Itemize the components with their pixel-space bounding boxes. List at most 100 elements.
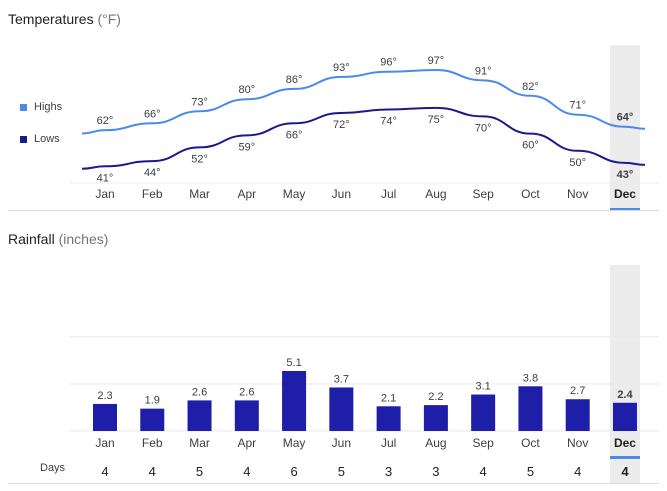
rainfall-data-label: 1.9 bbox=[145, 395, 160, 407]
rainfall-month-label: Jul bbox=[381, 436, 396, 450]
rainfall-title: Rainfall (inches) bbox=[8, 231, 108, 247]
rainfall-data-label: 3.7 bbox=[334, 373, 349, 385]
temperature-month-label: Mar bbox=[189, 187, 210, 201]
rainfall-month-label: Sep bbox=[472, 436, 494, 450]
rainfall-data-label: 2.3 bbox=[97, 390, 112, 402]
rainfall-data-label: 2.2 bbox=[428, 391, 443, 403]
rainfall-month-label: Oct bbox=[521, 436, 540, 450]
temperature-month-label: Jul bbox=[381, 187, 396, 201]
highs-data-label: 71° bbox=[569, 100, 586, 112]
lows-swatch-icon bbox=[20, 135, 27, 143]
rainfall-bar bbox=[612, 402, 637, 431]
highs-data-label: 97° bbox=[428, 55, 445, 67]
rain-days-value: 6 bbox=[290, 464, 297, 479]
section-divider bbox=[8, 210, 659, 211]
lows-data-label: 44° bbox=[144, 167, 161, 179]
rainfall-month-label: Feb bbox=[142, 436, 163, 450]
lows-data-label: 70° bbox=[475, 122, 492, 134]
rainfall-unit: (inches) bbox=[58, 231, 109, 247]
temperature-month-label: Nov bbox=[567, 187, 588, 201]
rainfall-data-label: 2.6 bbox=[192, 386, 207, 398]
rainfall-month-label: Mar bbox=[189, 436, 210, 450]
rain-days-value: 5 bbox=[196, 464, 203, 479]
highs-data-label: 91° bbox=[475, 65, 492, 77]
rainfall-data-label: 2.6 bbox=[239, 386, 254, 398]
lows-data-label: 60° bbox=[522, 140, 539, 152]
rainfall-bar bbox=[329, 387, 354, 431]
rainfall-bar bbox=[423, 405, 448, 431]
selected-month-underline bbox=[609, 208, 640, 211]
legend-highs-label: Highs bbox=[34, 101, 63, 113]
bottom-divider bbox=[8, 483, 659, 484]
temperature-month-label: Dec bbox=[614, 187, 636, 201]
rainfall-data-label: 2.1 bbox=[381, 392, 396, 404]
rainfall-month-label: Apr bbox=[237, 436, 256, 450]
temperatures-unit: (°F) bbox=[97, 11, 121, 27]
rainfall-month-label: Aug bbox=[425, 436, 446, 450]
temperature-chart: 62° 66° 73° 80° 86° 93° 96° 97° 91° 82° 71° 64° 41° 4… bbox=[70, 45, 659, 211]
rainfall-month-label: Jan bbox=[95, 436, 114, 450]
rain-days-value: 5 bbox=[527, 464, 534, 479]
temperature-month-label: Feb bbox=[142, 187, 163, 201]
lows-line bbox=[81, 106, 646, 170]
rainfall-month-label: Nov bbox=[567, 436, 588, 450]
legend-highs: Highs bbox=[20, 101, 62, 113]
selected-month-underline bbox=[609, 456, 640, 459]
rain-days-value: 3 bbox=[432, 464, 439, 479]
selected-column-highlight bbox=[609, 265, 640, 483]
rain-days-value: 4 bbox=[574, 464, 581, 479]
rainfall-data-label: 5.1 bbox=[286, 357, 301, 369]
rainfall-bar bbox=[93, 403, 117, 431]
rainfall-title-text: Rainfall bbox=[8, 231, 55, 247]
rain-days-value: 5 bbox=[338, 464, 345, 479]
temperature-month-label: Sep bbox=[472, 187, 494, 201]
temperature-month-label: Oct bbox=[521, 187, 540, 201]
rainfall-bar bbox=[471, 394, 496, 431]
highs-data-label: 64° bbox=[617, 112, 634, 124]
temperature-month-label: Jun bbox=[332, 187, 351, 201]
highs-swatch-icon bbox=[20, 103, 27, 111]
legend-lows-label: Lows bbox=[34, 133, 60, 145]
temperature-month-label: May bbox=[283, 187, 306, 201]
lows-data-label: 43° bbox=[617, 169, 634, 181]
lows-data-label: 41° bbox=[97, 172, 114, 184]
rainfall-month-label: Dec bbox=[614, 436, 636, 450]
rain-days-value: 4 bbox=[480, 464, 487, 479]
highs-data-label: 96° bbox=[380, 57, 397, 69]
highs-line bbox=[81, 68, 646, 135]
rainfall-bar bbox=[565, 399, 590, 431]
lows-data-label: 72° bbox=[333, 119, 350, 131]
rainfall-data-label: 3.8 bbox=[523, 372, 538, 384]
legend-lows: Lows bbox=[20, 133, 60, 145]
lows-data-label: 50° bbox=[569, 157, 586, 169]
highs-data-label: 93° bbox=[333, 62, 350, 74]
highs-data-label: 66° bbox=[144, 108, 161, 120]
rainfall-month-label: May bbox=[283, 436, 306, 450]
rainfall-data-label: 2.4 bbox=[617, 389, 633, 401]
rainfall-bar bbox=[518, 386, 543, 431]
rainfall-bar bbox=[187, 400, 212, 431]
rainfall-bar bbox=[234, 400, 259, 431]
highs-data-label: 80° bbox=[238, 84, 255, 96]
rainfall-data-label: 2.7 bbox=[570, 385, 585, 397]
highs-data-label: 73° bbox=[191, 96, 208, 108]
rainfall-bar bbox=[282, 371, 307, 431]
rain-days-value: 3 bbox=[385, 464, 392, 479]
highs-data-label: 82° bbox=[522, 81, 539, 93]
lows-data-label: 74° bbox=[380, 116, 397, 128]
rain-days-value: 4 bbox=[621, 464, 629, 479]
rainfall-bar bbox=[140, 408, 165, 431]
rain-days-value: 4 bbox=[101, 464, 108, 479]
highs-data-label: 86° bbox=[286, 74, 303, 86]
rainfall-bar bbox=[376, 406, 401, 431]
lows-data-label: 66° bbox=[286, 129, 303, 141]
temperature-month-label: Jan bbox=[95, 187, 114, 201]
temperatures-title-text: Temperatures bbox=[8, 11, 94, 27]
rain-days-value: 4 bbox=[149, 464, 156, 479]
rainfall-month-label: Jun bbox=[332, 436, 351, 450]
temperature-month-label: Apr bbox=[237, 187, 256, 201]
lows-data-label: 59° bbox=[238, 141, 255, 153]
days-label: Days bbox=[40, 462, 66, 474]
lows-data-label: 52° bbox=[191, 153, 208, 165]
